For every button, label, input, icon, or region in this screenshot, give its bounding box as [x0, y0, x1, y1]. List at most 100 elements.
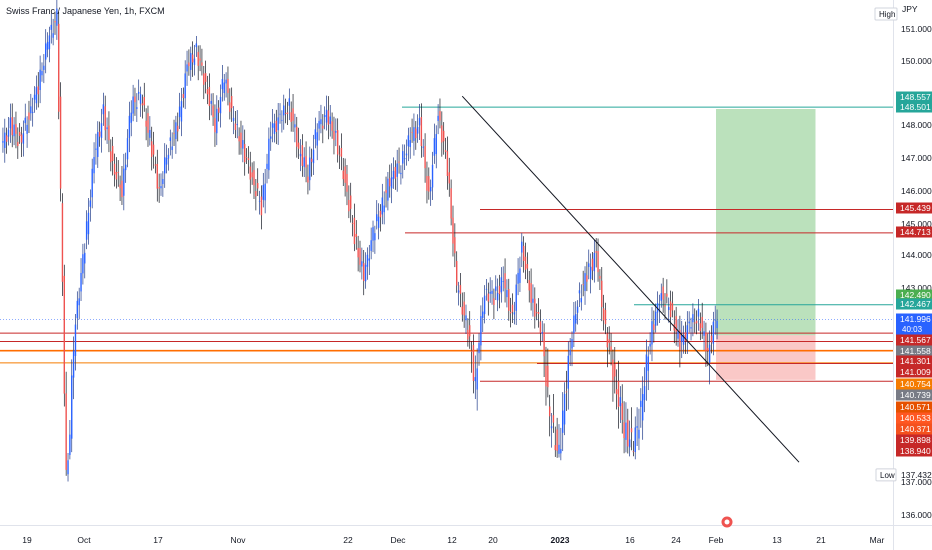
candle-body [104, 106, 106, 131]
candle-body [210, 100, 212, 104]
candle-body [606, 333, 609, 348]
candle-body [128, 115, 131, 138]
candle-body [342, 170, 344, 180]
price-tag [896, 289, 932, 301]
candle-body [31, 111, 34, 113]
candle-body [167, 154, 170, 159]
candle-body [439, 111, 441, 121]
candle-body [593, 252, 596, 272]
candle-body [532, 298, 534, 303]
candle-body [569, 350, 571, 356]
candle-body [656, 303, 659, 313]
candle-body [431, 164, 434, 188]
candle-body [84, 252, 86, 264]
candle-body [323, 115, 326, 117]
candle-body [692, 314, 694, 323]
candle-body [344, 166, 346, 183]
x-tick-label: Nov [230, 535, 246, 545]
candle-body [355, 233, 357, 237]
candle-body [158, 187, 160, 189]
y-tick-label: 150.000 [901, 56, 932, 66]
candle-body [677, 330, 679, 339]
candle-body [703, 331, 705, 336]
plot-area [0, 0, 893, 525]
candle-body [374, 233, 376, 241]
candle-body [601, 280, 603, 307]
candle-body [59, 96, 62, 189]
candle-body [277, 117, 279, 131]
candle-body [80, 272, 82, 292]
candle-body [264, 183, 266, 201]
candle-body [441, 125, 443, 143]
candle-body [636, 426, 638, 428]
candle-body [422, 146, 424, 148]
candle-body [560, 449, 562, 454]
candle-body [303, 157, 305, 167]
candle-body [511, 304, 514, 312]
candle-body [697, 308, 700, 317]
price-tag [896, 366, 932, 378]
high-label-box [874, 7, 898, 21]
candle-body [221, 79, 224, 90]
low-value: 137.432 [901, 470, 932, 480]
candle-body [46, 41, 49, 50]
candle-body [684, 332, 687, 342]
candle-body [257, 183, 259, 189]
candle-body [394, 166, 397, 179]
candle-body [165, 158, 168, 165]
candle-body [139, 94, 142, 104]
candle-body [716, 320, 718, 329]
candle-body [115, 171, 118, 180]
candle-body [565, 391, 568, 393]
x-tick-label: 24 [671, 535, 681, 545]
candle-body [364, 264, 367, 282]
candle-body [571, 338, 573, 349]
candle-body [197, 51, 199, 66]
candle-body [316, 132, 318, 146]
candle-body [124, 164, 127, 171]
event-marker-dot [724, 519, 730, 525]
candle-body [195, 43, 198, 48]
candle-body [612, 359, 614, 381]
candle-body [348, 199, 350, 212]
candle-body [143, 96, 145, 106]
candle-body [309, 157, 311, 181]
candle-body [539, 321, 542, 333]
candle-body [558, 444, 560, 454]
candle-body [160, 186, 162, 189]
candle-body [630, 428, 633, 433]
candle-body [39, 69, 41, 91]
candle-body [485, 288, 488, 290]
candle-body [387, 178, 389, 201]
candle-body [290, 112, 292, 122]
candle-body [500, 277, 503, 293]
candle-body [381, 197, 384, 215]
y-tick-label: 136.000 [901, 510, 932, 520]
candle-body [296, 126, 298, 147]
candle-body [366, 254, 369, 267]
candle-body [470, 350, 473, 352]
candle-body [368, 258, 370, 261]
candle-body [5, 135, 8, 142]
candle-body [413, 127, 415, 141]
y-tick-label: 151.000 [901, 24, 932, 34]
candle-body [175, 122, 177, 140]
candle-body [643, 386, 646, 401]
candle-body [106, 127, 108, 130]
candle-body [188, 62, 190, 67]
price-tag-label: 142.490 [900, 290, 931, 300]
candle-body [71, 375, 73, 439]
y-tick-label: 145.000 [901, 219, 932, 229]
candle-body [420, 117, 423, 147]
price-tag [896, 334, 932, 346]
candle-body [608, 339, 610, 344]
price-tag-label: 142.467 [900, 299, 931, 309]
candle-body [76, 300, 79, 319]
candle-body [651, 321, 653, 345]
position-loss-zone [716, 335, 816, 380]
price-tag-label: 141.301 [900, 356, 931, 366]
candle-body [694, 322, 696, 324]
candle-body [7, 129, 10, 137]
candle-body [701, 316, 703, 328]
price-tag-label: 141.567 [900, 335, 931, 345]
